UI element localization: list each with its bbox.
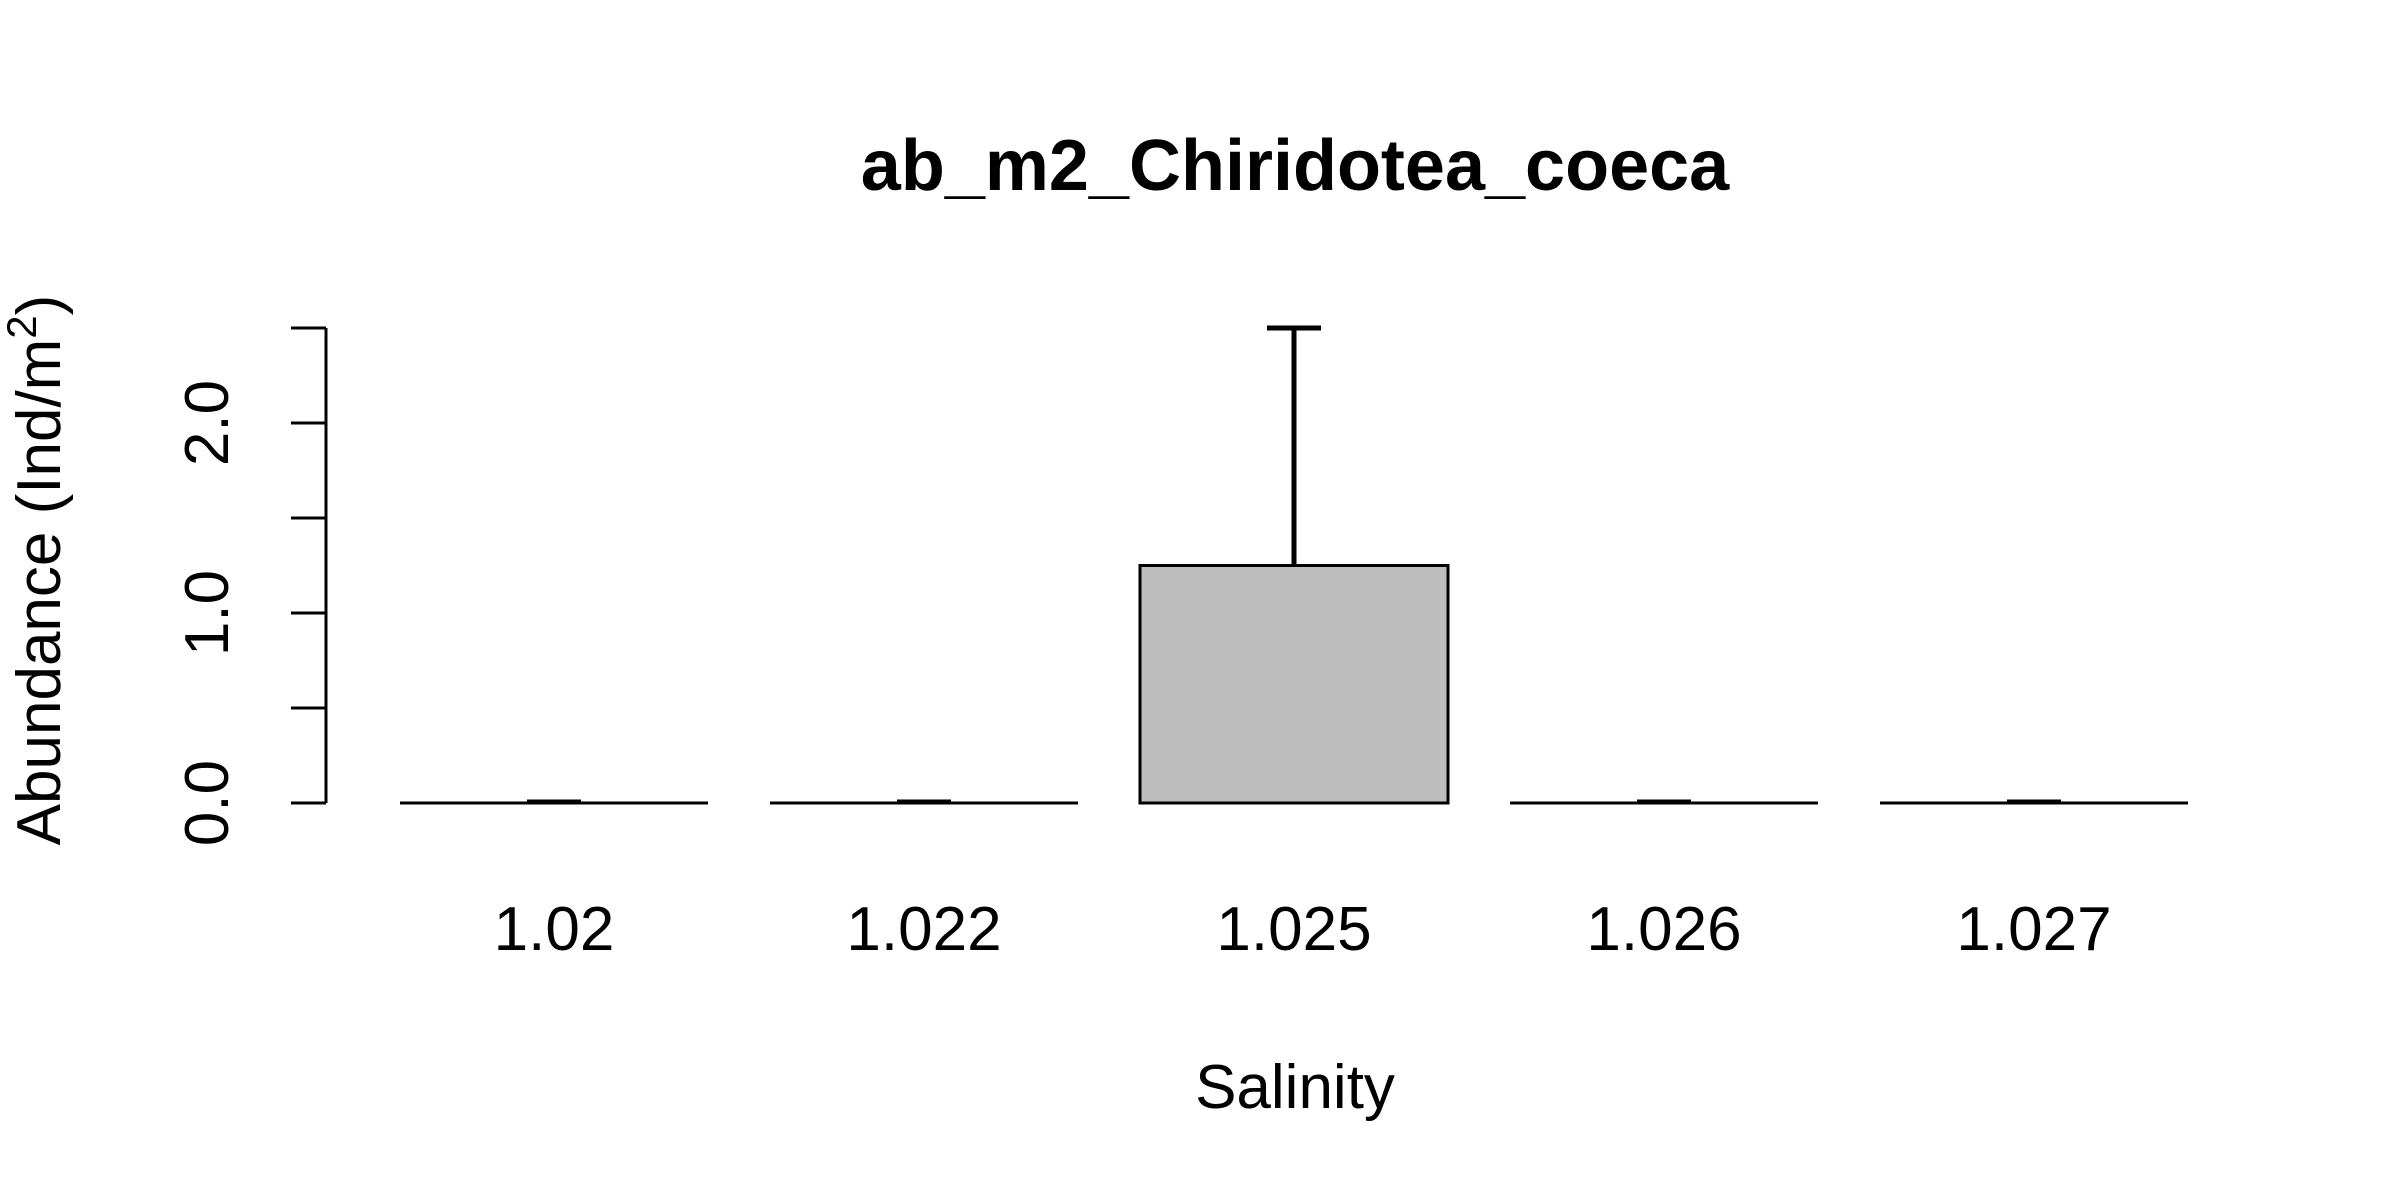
- chart-title: ab_m2_Chiridotea_coeca: [861, 126, 1730, 206]
- y-tick-label-1: 1.0: [173, 570, 242, 656]
- y-axis-label-superscript: 2: [0, 315, 45, 338]
- x-tick-labels: 1.02 1.022 1.025 1.026 1.027: [494, 895, 2112, 964]
- y-tick-label-2: 2.0: [173, 380, 242, 466]
- y-tick-label-0: 0.0: [173, 760, 242, 846]
- x-tick-label-1.022: 1.022: [846, 895, 1001, 964]
- x-tick-label-1.026: 1.026: [1586, 895, 1741, 964]
- x-tick-label-1.02: 1.02: [494, 895, 615, 964]
- x-tick-label-1.027: 1.027: [1956, 895, 2111, 964]
- bars: [400, 325, 2188, 805]
- y-axis-label-main: Abundance (Ind/m: [5, 339, 74, 846]
- x-axis-label: Salinity: [1195, 1053, 1395, 1122]
- y-axis-label: Abundance (Ind/m2): [0, 295, 74, 846]
- x-tick-label-1.025: 1.025: [1216, 895, 1371, 964]
- y-axis-label-close: ): [5, 295, 74, 316]
- y-axis: 0.0 1.0 2.0: [173, 326, 328, 846]
- bar-1.025: [1138, 564, 1450, 805]
